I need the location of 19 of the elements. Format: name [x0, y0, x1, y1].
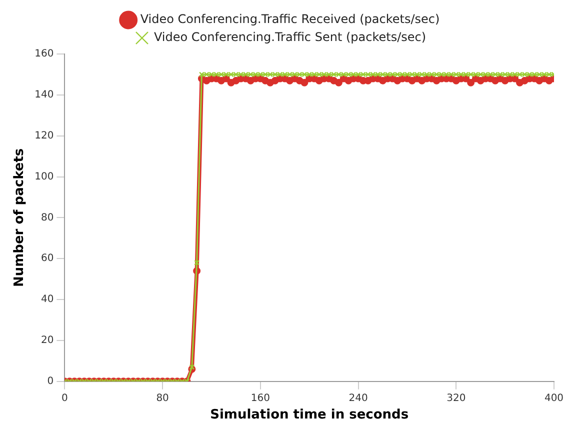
x-tick-label: 80 [156, 392, 169, 404]
x-tick-label: 240 [348, 392, 368, 404]
y-axis-title: Number of packets [12, 148, 28, 288]
y-tick-label: 40 [40, 294, 54, 306]
y-tick-label: 60 [40, 253, 54, 264]
y-tick-label: 120 [34, 130, 54, 142]
y-tick-label: 20 [40, 335, 54, 346]
y-tick-label: 100 [34, 171, 54, 182]
x-tick-label: 400 [544, 392, 564, 404]
x-tick-label: 320 [446, 392, 466, 404]
x-tick-label: 0 [62, 392, 68, 404]
y-tick-label: 160 [34, 48, 54, 60]
x-axis-title: Simulation time in seconds [210, 408, 409, 423]
y-tick-label: 80 [40, 212, 54, 224]
y-tick-label: 0 [47, 376, 54, 387]
y-tick-label: 140 [34, 90, 54, 101]
x-tick-label: 160 [250, 392, 270, 404]
legend-label: Video Conferencing.Traffic Sent (packets/sec) [154, 30, 426, 44]
legend-label: Video Conferencing.Traffic Received (packets/sec) [140, 12, 440, 26]
